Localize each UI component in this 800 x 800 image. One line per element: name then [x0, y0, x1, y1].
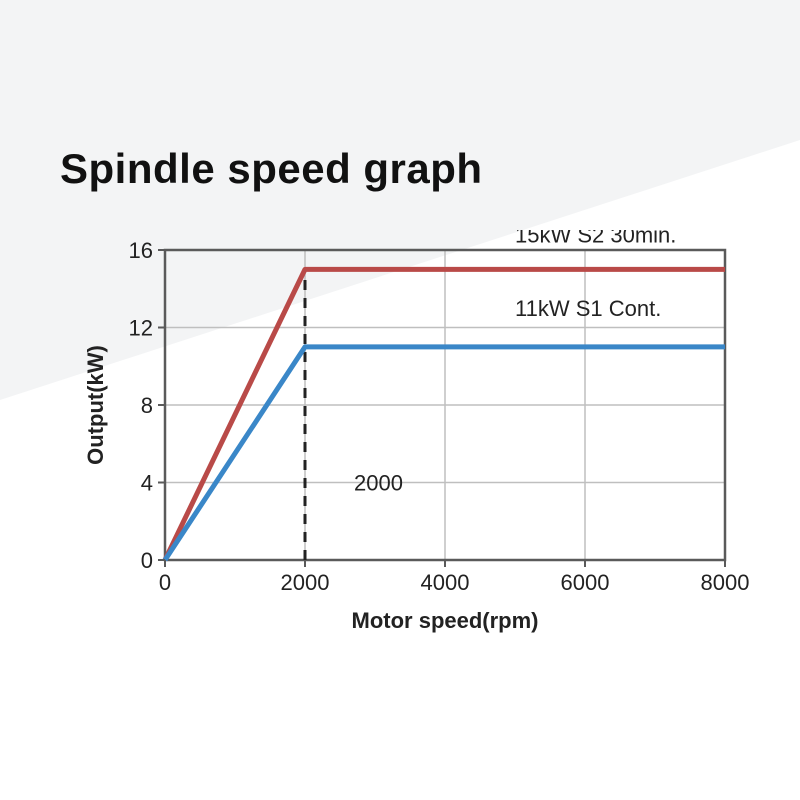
x-tick-label: 2000: [281, 570, 330, 595]
y-axis-label: Output(kW): [83, 345, 108, 465]
x-tick-label: 4000: [421, 570, 470, 595]
y-tick-label: 12: [129, 316, 153, 341]
series-label-s1: 11kW S1 Cont.: [515, 296, 661, 321]
annotation-text: 2000: [354, 470, 403, 495]
y-tick-label: 0: [141, 548, 153, 573]
y-tick-label: 4: [141, 471, 153, 496]
y-tick-label: 8: [141, 393, 153, 418]
x-tick-label: 8000: [701, 570, 750, 595]
x-axis-label: Motor speed(rpm): [352, 608, 539, 633]
page-title: Spindle speed graph: [60, 145, 483, 193]
y-tick-label: 16: [129, 238, 153, 263]
spindle-chart: 2000 15kW S2 30min. 11kW S1 Cont. 0 2000 4000…: [70, 230, 750, 660]
x-tick-label: 6000: [561, 570, 610, 595]
series-label-s2: 15kW S2 30min.: [515, 230, 676, 247]
x-tick-label: 0: [159, 570, 171, 595]
header-band: [0, 0, 800, 140]
chart-svg: 2000 15kW S2 30min. 11kW S1 Cont. 0 2000 4000…: [70, 230, 750, 660]
